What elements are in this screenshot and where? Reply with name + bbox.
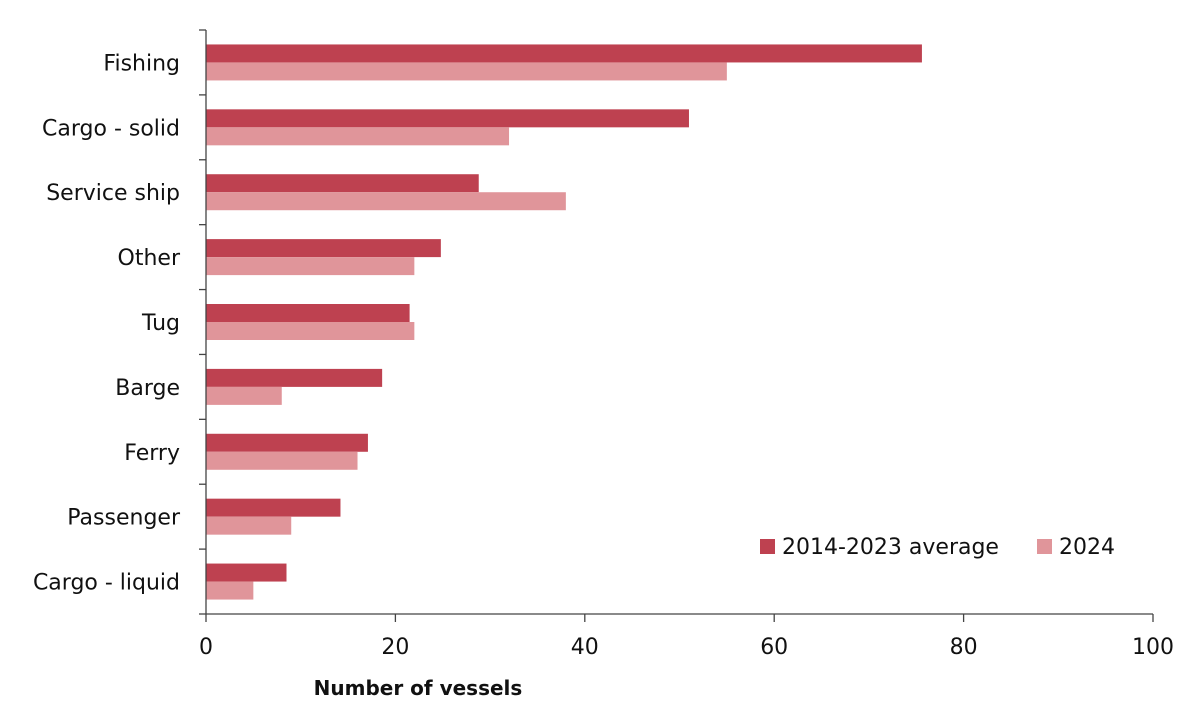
bar-2024 [206,516,292,535]
x-axis-title: Number of vessels [314,676,523,700]
category-label: Ferry [124,441,180,466]
bar-average [206,368,383,387]
axes-group [205,30,1153,615]
x-tick-label: 40 [571,635,599,660]
bar-2024 [206,322,415,340]
x-tick-label: 100 [1132,635,1174,660]
x-tick-labels: 0 20 40 60 80 100 [199,635,1174,660]
category-labels: Fishing Cargo - solid Service ship Other Tug… [33,51,181,595]
bar-2024 [206,257,415,276]
bar-average [206,563,287,582]
category-label: Barge [115,376,180,401]
bar-average [206,304,410,322]
bar-average [206,44,922,63]
category-label: Service ship [46,181,180,206]
bar-2024 [206,581,254,600]
ticks-group [199,29,1154,622]
x-tick-label: 0 [199,635,213,660]
legend-swatch [1037,539,1052,554]
category-label: Cargo - liquid [33,571,180,596]
bar-average [206,433,368,452]
legend-label: 2024 [1059,535,1115,560]
bar-average [206,174,479,193]
bar-2024 [206,127,510,146]
category-label: Cargo - solid [42,116,180,141]
bar-2024 [206,62,727,81]
bar-2024 [206,192,566,211]
x-tick-label: 20 [381,635,409,660]
category-label: Passenger [67,506,181,531]
x-tick-label: 80 [950,635,978,660]
bar-average [206,239,441,258]
bar-2024 [206,451,358,470]
category-label: Fishing [103,51,180,76]
bar-average [206,498,341,517]
x-tick-label: 60 [760,635,788,660]
legend-label: 2014-2023 average [782,535,999,560]
category-label: Other [118,246,181,271]
bar-2024 [206,386,282,405]
legend-swatch [760,539,775,554]
legend: 2014-2023 average 2024 [760,535,1115,560]
category-label: Tug [141,311,180,336]
bars-group [206,44,922,600]
bar-average [206,109,689,128]
